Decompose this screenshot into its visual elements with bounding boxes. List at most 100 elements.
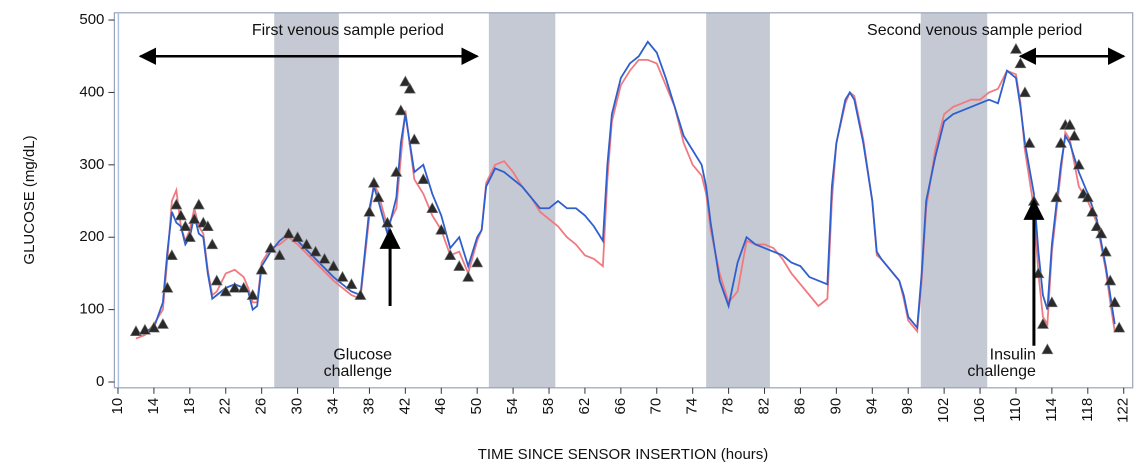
x-tick-label: 94	[863, 398, 880, 415]
reference-marker	[1050, 191, 1063, 203]
reference-marker	[453, 260, 466, 271]
reference-marker	[1045, 296, 1058, 308]
x-tick-label: 118	[1079, 398, 1096, 422]
reference-marker	[462, 270, 475, 282]
reference-marker	[363, 205, 376, 217]
x-tick-label: 82	[756, 398, 773, 415]
x-tick-label: 18	[181, 398, 198, 415]
reference-marker	[1072, 158, 1085, 170]
x-tick-label: 54	[504, 398, 521, 415]
x-tick-label: 90	[827, 398, 844, 415]
reference-marker	[291, 231, 304, 242]
x-tick-label: 74	[684, 398, 701, 415]
x-axis-label: TIME SINCE SENSOR INSERTION (hours)	[478, 446, 769, 463]
reference-marker	[367, 176, 380, 188]
reference-marker	[345, 278, 358, 289]
reference-marker	[237, 281, 250, 293]
reference-marker	[206, 238, 219, 250]
x-tick-label: 102	[935, 398, 952, 423]
reference-marker	[210, 274, 223, 286]
reference-marker	[1036, 317, 1049, 329]
reference-marker	[300, 238, 313, 250]
challenge-label: Insulin	[990, 346, 1036, 363]
x-tick-label: 30	[289, 398, 306, 415]
reference-marker	[1104, 274, 1117, 286]
x-tick-label: 98	[899, 398, 916, 415]
x-tick-label: 50	[468, 398, 485, 415]
reference-marker	[282, 227, 295, 239]
x-tick-label: 66	[612, 398, 629, 415]
y-tick-label: 0	[96, 373, 104, 390]
period-label: Second venous sample period	[867, 22, 1082, 39]
x-tick-label: 122	[1115, 398, 1132, 423]
reference-marker	[174, 209, 187, 221]
x-tick-label: 38	[360, 398, 377, 415]
x-tick-label: 10	[109, 398, 126, 415]
challenge-label: challenge	[967, 363, 1036, 380]
x-tick-label: 34	[324, 398, 341, 415]
reference-marker	[399, 75, 412, 87]
x-tick-label: 26	[253, 398, 270, 415]
reference-marker	[179, 220, 192, 232]
shaded-region	[920, 12, 988, 388]
reference-marker	[471, 256, 484, 268]
reference-marker	[188, 213, 201, 224]
reference-marker	[403, 82, 416, 94]
reference-marker	[156, 317, 169, 329]
reference-marker	[435, 223, 448, 235]
reference-marker	[1068, 129, 1081, 141]
reference-marker	[318, 252, 331, 264]
x-tick-label: 78	[720, 398, 737, 415]
reference-marker	[1090, 220, 1103, 232]
shaded-region	[488, 12, 556, 388]
reference-marker	[1108, 296, 1121, 308]
x-tick-label: 58	[540, 398, 557, 415]
reference-marker	[1018, 86, 1031, 98]
y-tick-label: 300	[79, 156, 104, 173]
x-tick-label: 46	[432, 398, 449, 415]
reference-marker	[183, 231, 196, 242]
challenge-label: Glucose	[333, 346, 392, 363]
reference-marker	[129, 325, 142, 337]
shaded-region	[274, 12, 339, 388]
reference-marker	[336, 270, 349, 282]
x-tick-label: 62	[576, 398, 593, 415]
x-tick-label: 14	[145, 398, 162, 415]
reference-marker	[327, 260, 340, 271]
challenge-label: challenge	[324, 363, 393, 380]
x-tick-label: 70	[648, 398, 665, 415]
reference-marker	[161, 281, 174, 293]
y-axis-label: GLUCOSE (mg/dL)	[21, 135, 38, 264]
glucose-line	[135, 40, 1116, 336]
reference-marker	[170, 198, 183, 210]
reference-marker	[1113, 321, 1126, 333]
reference-marker	[147, 321, 160, 333]
x-tick-label: 106	[971, 398, 988, 423]
y-tick-label: 500	[79, 11, 104, 28]
reference-marker	[228, 281, 241, 293]
reference-marker	[417, 173, 430, 185]
reference-marker	[1032, 267, 1045, 279]
y-tick-label: 100	[79, 301, 104, 318]
reference-marker	[408, 133, 421, 145]
reference-marker	[354, 289, 367, 300]
reference-marker	[273, 249, 286, 261]
reference-marker	[381, 216, 394, 228]
reference-marker	[1041, 343, 1054, 355]
x-tick-label: 86	[791, 398, 808, 415]
x-tick-label: 22	[217, 398, 234, 415]
reference-marker	[390, 165, 403, 177]
y-tick-label: 200	[79, 228, 104, 245]
reference-marker	[165, 249, 178, 261]
reference-marker	[138, 323, 151, 335]
reference-marker	[1081, 191, 1094, 203]
reference-marker	[309, 245, 322, 257]
reference-marker	[255, 263, 268, 275]
reference-marker	[1054, 136, 1067, 148]
reference-marker	[372, 191, 385, 203]
reference-marker	[1095, 227, 1108, 239]
period-label: First venous sample period	[252, 22, 444, 39]
reference-marker	[1063, 118, 1076, 130]
reference-marker	[394, 104, 407, 116]
